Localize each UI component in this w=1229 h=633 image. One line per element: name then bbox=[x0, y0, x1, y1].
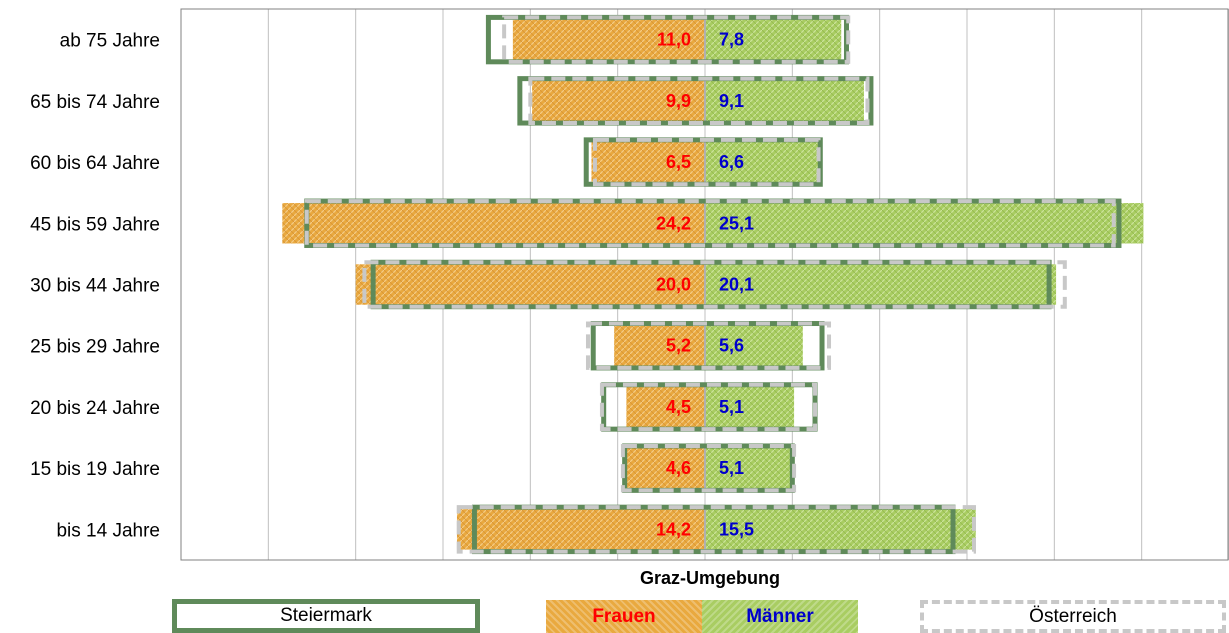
legend-steiermark-label: Steiermark bbox=[280, 605, 372, 626]
value-label-maenner: 5,1 bbox=[719, 458, 744, 478]
value-label-maenner: 15,5 bbox=[719, 519, 754, 539]
bar-maenner bbox=[705, 264, 1057, 305]
value-label-maenner: 6,6 bbox=[719, 152, 744, 172]
labels: ab 75 Jahre 11,0 7,8 65 bis 74 Jahre 9,9 9,1 6… bbox=[30, 30, 754, 542]
category-label: ab 75 Jahre bbox=[60, 31, 160, 52]
outline-oesterreich bbox=[304, 199, 1116, 248]
value-label-frauen: 14,2 bbox=[656, 519, 691, 539]
category-label: 25 bis 29 Jahre bbox=[30, 337, 160, 358]
bar-frauen bbox=[614, 325, 705, 366]
value-label-maenner: 7,8 bbox=[719, 30, 744, 50]
outline-oesterreich bbox=[592, 137, 821, 187]
value-label-maenner: 9,1 bbox=[719, 91, 744, 111]
population-pyramid-chart: ab 75 Jahre 11,0 7,8 65 bis 74 Jahre 9,9 9,1 6… bbox=[30, 8, 1229, 561]
legend-steiermark: Steiermark bbox=[172, 599, 480, 633]
legend-frauen: Frauen bbox=[546, 600, 702, 633]
bar-frauen bbox=[282, 203, 705, 244]
outline-oesterreich bbox=[362, 260, 1067, 309]
bar-maenner bbox=[705, 141, 821, 183]
bar-frauen bbox=[626, 386, 705, 428]
value-label-frauen: 4,5 bbox=[666, 397, 691, 417]
bar-maenner bbox=[705, 509, 976, 550]
bars bbox=[282, 19, 1144, 550]
category-label: 65 bis 74 Jahre bbox=[30, 92, 160, 113]
bar-frauen bbox=[355, 264, 705, 305]
plot-frame bbox=[180, 8, 1229, 561]
value-label-maenner: 5,1 bbox=[719, 397, 744, 417]
outline-oesterreich bbox=[585, 321, 832, 370]
outline-oesterreich bbox=[599, 382, 818, 432]
value-label-frauen: 4,6 bbox=[666, 458, 691, 478]
category-label: 15 bis 19 Jahre bbox=[30, 459, 160, 480]
value-label-frauen: 5,2 bbox=[666, 336, 691, 356]
value-label-maenner: 20,1 bbox=[719, 275, 754, 295]
bar-frauen bbox=[591, 141, 705, 183]
bar-maenner bbox=[705, 19, 842, 60]
bar-maenner bbox=[705, 386, 795, 428]
category-label: 30 bis 44 Jahre bbox=[30, 276, 160, 297]
category-label: 45 bis 59 Jahre bbox=[30, 214, 160, 235]
legend-oesterreich-label: Österreich bbox=[1029, 605, 1117, 627]
bar-frauen bbox=[532, 80, 705, 122]
bar-frauen bbox=[456, 509, 705, 550]
outline-oesterreich bbox=[528, 76, 870, 126]
category-label: bis 14 Jahre bbox=[56, 520, 160, 541]
value-label-maenner: 5,6 bbox=[719, 336, 744, 356]
legend-frauen-label: Frauen bbox=[592, 605, 656, 627]
value-label-maenner: 25,1 bbox=[719, 213, 754, 233]
legend-title: Graz-Umgebung bbox=[639, 568, 780, 588]
reference-outlines bbox=[304, 14, 1122, 555]
category-label: 60 bis 64 Jahre bbox=[30, 153, 160, 174]
category-label: 20 bis 24 Jahre bbox=[30, 398, 160, 419]
bar-maenner bbox=[705, 325, 803, 366]
bar-frauen bbox=[624, 447, 705, 489]
bar-maenner bbox=[705, 80, 864, 122]
value-label-frauen: 20,0 bbox=[656, 275, 691, 295]
outline-oesterreich bbox=[502, 15, 851, 64]
bar-maenner bbox=[705, 447, 795, 489]
value-label-frauen: 11,0 bbox=[657, 30, 691, 50]
value-label-frauen: 9,9 bbox=[666, 91, 691, 111]
value-label-frauen: 24,2 bbox=[656, 213, 691, 233]
legend-maenner: Männer bbox=[702, 600, 858, 633]
legend-maenner-label: Männer bbox=[746, 605, 814, 627]
legend-oesterreich: Österreich bbox=[920, 600, 1226, 633]
value-label-frauen: 6,5 bbox=[666, 152, 691, 172]
bar-frauen bbox=[512, 19, 705, 60]
bar-maenner bbox=[705, 203, 1144, 244]
outline-oesterreich bbox=[620, 443, 797, 493]
outline-oesterreich bbox=[456, 505, 976, 554]
